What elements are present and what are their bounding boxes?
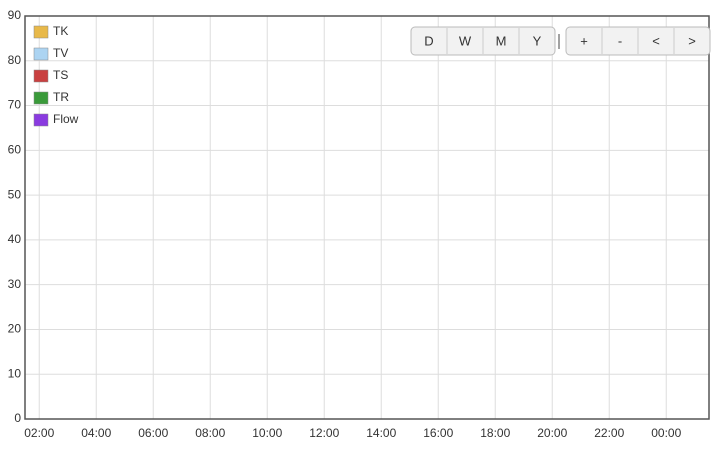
x-tick-label: 10:00 (252, 426, 282, 440)
control-button[interactable]: - (601, 28, 622, 54)
control-button[interactable]: > (673, 28, 696, 54)
button-label[interactable]: + (580, 33, 588, 48)
control-button[interactable]: < (637, 28, 660, 54)
y-tick-label: 80 (8, 53, 22, 67)
button-label[interactable]: W (459, 33, 472, 48)
x-tick-label: 22:00 (594, 426, 624, 440)
y-tick-label: 90 (8, 8, 22, 22)
legend-swatch (33, 25, 49, 39)
y-tick-label: 40 (8, 232, 22, 246)
legend-label: TR (53, 90, 69, 104)
y-tick-label: 50 (8, 187, 22, 201)
button-label[interactable]: - (618, 33, 622, 48)
x-tick-label: 02:00 (24, 426, 54, 440)
button-label[interactable]: > (688, 33, 696, 48)
x-tick-label: 04:00 (81, 426, 111, 440)
x-tick-label: 20:00 (537, 426, 567, 440)
x-tick-label: 18:00 (480, 426, 510, 440)
x-tick-label: 00:00 (651, 426, 681, 440)
button-label[interactable]: Y (533, 33, 542, 48)
button-label[interactable]: < (652, 33, 660, 48)
legend-label: TS (53, 68, 68, 82)
control-button[interactable]: + (580, 33, 588, 48)
y-tick-label: 10 (8, 366, 22, 380)
x-tick-label: 06:00 (138, 426, 168, 440)
legend-label: TK (53, 24, 68, 38)
x-tick-label: 12:00 (309, 426, 339, 440)
legend-swatch (33, 69, 49, 83)
x-tick-label: 08:00 (195, 426, 225, 440)
x-tick-label: 16:00 (423, 426, 453, 440)
legend-swatch (33, 47, 49, 61)
y-tick-label: 60 (8, 143, 22, 157)
legend-label: TV (53, 46, 68, 60)
control-button[interactable]: Y (518, 28, 542, 54)
y-tick-label: 0 (14, 411, 21, 425)
control-button[interactable]: M (482, 28, 507, 54)
plot-frame (24, 15, 710, 420)
x-tick-label: 14:00 (366, 426, 396, 440)
legend-swatch (33, 91, 49, 105)
legend-label: Flow (53, 112, 79, 126)
y-tick-label: 30 (8, 277, 22, 291)
button-label[interactable]: D (424, 33, 433, 48)
y-tick-label: 70 (8, 98, 22, 112)
y-tick-label: 20 (8, 322, 22, 336)
legend-swatch (33, 113, 49, 127)
control-button[interactable]: D (424, 33, 433, 48)
button-label[interactable]: M (496, 33, 507, 48)
control-button[interactable]: W (446, 28, 472, 54)
